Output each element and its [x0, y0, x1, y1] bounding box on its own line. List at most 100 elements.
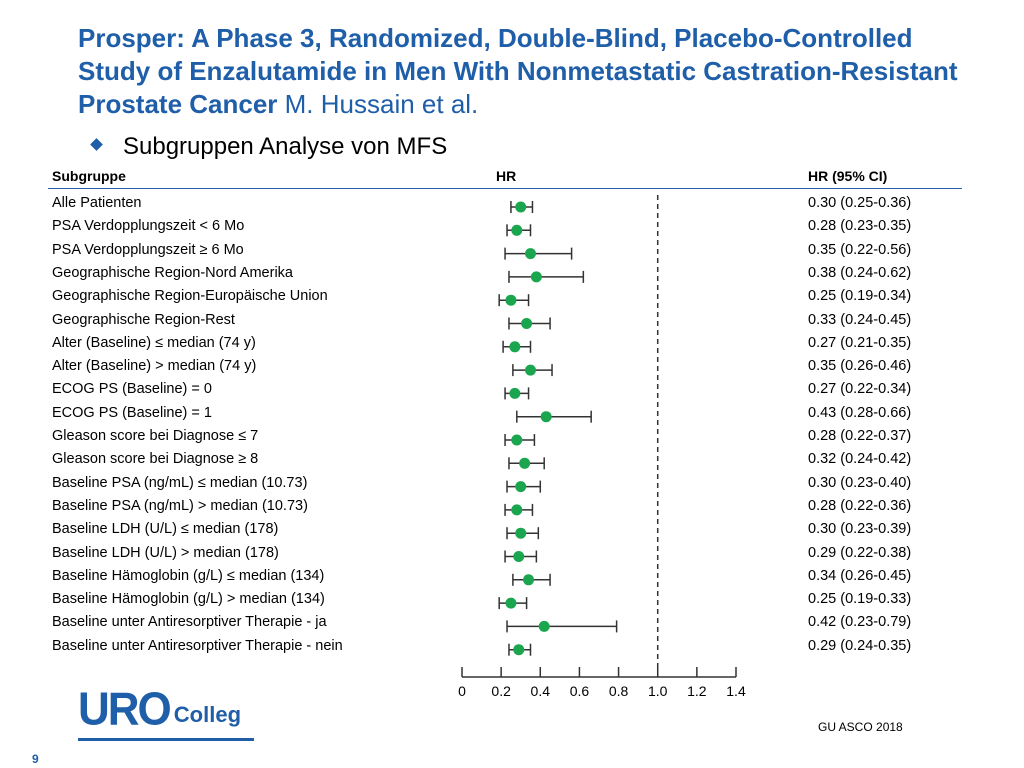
hr-ci-value: 0.29 (0.22-0.38) — [808, 544, 912, 561]
forest-row-marker — [504, 247, 573, 260]
forest-row-marker — [506, 224, 532, 237]
hr-ci-value: 0.25 (0.19-0.33) — [808, 591, 912, 608]
logo-underline — [78, 738, 254, 741]
forest-row-marker — [508, 643, 532, 656]
hr-ci-value: 0.28 (0.23-0.35) — [808, 218, 912, 235]
forest-row-marker — [502, 340, 532, 353]
hr-point — [511, 224, 523, 236]
hr-ci-value: 0.35 (0.26-0.46) — [808, 358, 912, 375]
forest-row-marker — [512, 573, 551, 586]
hr-point — [530, 271, 542, 283]
hr-point — [509, 387, 521, 399]
hr-ci-value: 0.33 (0.24-0.45) — [808, 311, 912, 328]
page-number: 9 — [32, 752, 39, 766]
x-tick-label: 1.2 — [687, 683, 707, 699]
source-citation: GU ASCO 2018 — [818, 720, 903, 734]
hr-ci-value: 0.30 (0.23-0.40) — [808, 474, 912, 491]
forest-row-marker — [504, 434, 536, 446]
header-hr: HR — [496, 168, 517, 184]
x-tick-label: 0.8 — [608, 683, 629, 699]
logo-uro-text: URO — [78, 683, 172, 736]
forest-row-marker — [506, 527, 540, 540]
header-subgroup: Subgruppe — [52, 168, 126, 184]
subgroup-label: Baseline PSA (ng/mL) ≤ median (10.73) — [52, 474, 308, 491]
hr-point — [515, 481, 527, 493]
hr-point — [515, 201, 527, 213]
hr-point — [515, 527, 527, 539]
forest-row-marker — [516, 410, 592, 423]
slide-subtitle-text: Subgruppen Analyse von MFS — [123, 133, 448, 160]
hr-point — [525, 364, 536, 376]
hr-point — [511, 504, 523, 516]
subgroup-label: Baseline PSA (ng/mL) > median (10.73) — [52, 497, 308, 514]
hr-ci-value: 0.35 (0.22-0.56) — [808, 241, 912, 258]
hr-ci-value: 0.27 (0.21-0.35) — [808, 334, 912, 351]
hr-ci-value: 0.28 (0.22-0.36) — [808, 497, 912, 514]
hr-ci-value: 0.43 (0.28-0.66) — [808, 404, 912, 421]
subgroup-label: Baseline Hämoglobin (g/L) ≤ median (134) — [52, 567, 325, 584]
urocolleg-logo: URO Colleg — [78, 683, 254, 741]
slide-title: Prosper: A Phase 3, Randomized, Double-B… — [78, 22, 978, 121]
subgroup-label: Baseline unter Antiresorptiver Therapie … — [52, 614, 327, 631]
hr-point — [538, 620, 550, 632]
slide-subtitle: Subgruppen Analyse von MFS — [90, 132, 448, 162]
forest-row-marker — [512, 364, 553, 377]
x-tick-label: 1.0 — [647, 683, 668, 699]
subgroup-label: Baseline Hämoglobin (g/L) > median (134) — [52, 591, 325, 608]
forest-row-marker — [508, 317, 551, 330]
subgroup-label: Baseline LDH (U/L) ≤ median (178) — [52, 521, 279, 538]
forest-row-marker — [498, 294, 530, 307]
subgroup-label: Geographische Region-Nord Amerika — [52, 264, 293, 281]
logo-colleg-text: Colleg — [173, 702, 242, 727]
subgroup-label: Baseline unter Antiresorptiver Therapie … — [52, 637, 343, 654]
forest-row-marker — [504, 387, 530, 400]
hr-point — [523, 574, 535, 586]
hr-point — [521, 318, 533, 329]
hr-ci-value: 0.28 (0.22-0.37) — [808, 428, 912, 444]
forest-row-marker — [508, 270, 585, 283]
hr-ci-value: 0.42 (0.23-0.79) — [808, 614, 912, 631]
subgroup-label: Geographische Region-Rest — [52, 311, 235, 328]
hr-ci-value: 0.32 (0.24-0.42) — [808, 451, 912, 468]
subgroup-label: Geographische Region-Europäische Union — [52, 288, 328, 305]
forest-row-marker — [506, 480, 542, 493]
subgroup-label: Gleason score bei Diagnose ≥ 8 — [52, 451, 259, 468]
x-tick-label: 0.4 — [530, 683, 551, 699]
header-divider — [48, 188, 962, 189]
x-tick-label: 0.2 — [491, 683, 511, 699]
subgroup-label: Gleason score bei Diagnose ≤ 7 — [52, 428, 259, 444]
hr-point — [509, 341, 521, 353]
slide-title-main: Prosper: A Phase 3, Randomized, Double-B… — [78, 23, 958, 119]
hr-ci-value: 0.29 (0.24-0.35) — [808, 637, 912, 654]
subgroup-label: ECOG PS (Baseline) = 0 — [52, 381, 212, 398]
hr-ci-value: 0.38 (0.24-0.62) — [808, 264, 912, 281]
hr-point — [540, 411, 552, 423]
hr-ci-value: 0.30 (0.23-0.39) — [808, 521, 912, 538]
hr-ci-value: 0.30 (0.25-0.36) — [808, 195, 912, 211]
forest-row-marker — [498, 597, 528, 610]
x-tick-label: 0 — [458, 683, 466, 699]
forest-row-marker — [504, 503, 534, 516]
hr-point — [511, 434, 523, 446]
x-tick-label: 0.6 — [569, 683, 590, 699]
subgroup-label: PSA Verdopplungszeit ≥ 6 Mo — [52, 241, 244, 258]
forest-row-marker — [510, 201, 534, 213]
forest-row-marker — [506, 620, 618, 633]
hr-ci-value: 0.34 (0.26-0.45) — [808, 567, 912, 584]
subgroup-label: Alter (Baseline) ≤ median (74 y) — [52, 334, 256, 351]
subgroup-label: Baseline LDH (U/L) > median (178) — [52, 544, 279, 561]
forest-row-marker — [504, 550, 538, 563]
subgroup-label: Alle Patienten — [52, 195, 142, 211]
hr-point — [525, 248, 536, 260]
hr-ci-value: 0.25 (0.19-0.34) — [808, 288, 912, 305]
hr-point — [513, 551, 525, 562]
hr-point — [513, 644, 525, 656]
header-ci: HR (95% CI) — [808, 168, 888, 184]
subgroup-label: PSA Verdopplungszeit < 6 Mo — [52, 218, 245, 235]
slide-title-authors: M. Hussain et al. — [277, 89, 479, 119]
forest-row-marker — [508, 457, 545, 470]
hr-point — [505, 294, 517, 306]
x-tick-label: 1.4 — [726, 683, 746, 699]
subgroup-label: ECOG PS (Baseline) = 1 — [52, 404, 212, 421]
